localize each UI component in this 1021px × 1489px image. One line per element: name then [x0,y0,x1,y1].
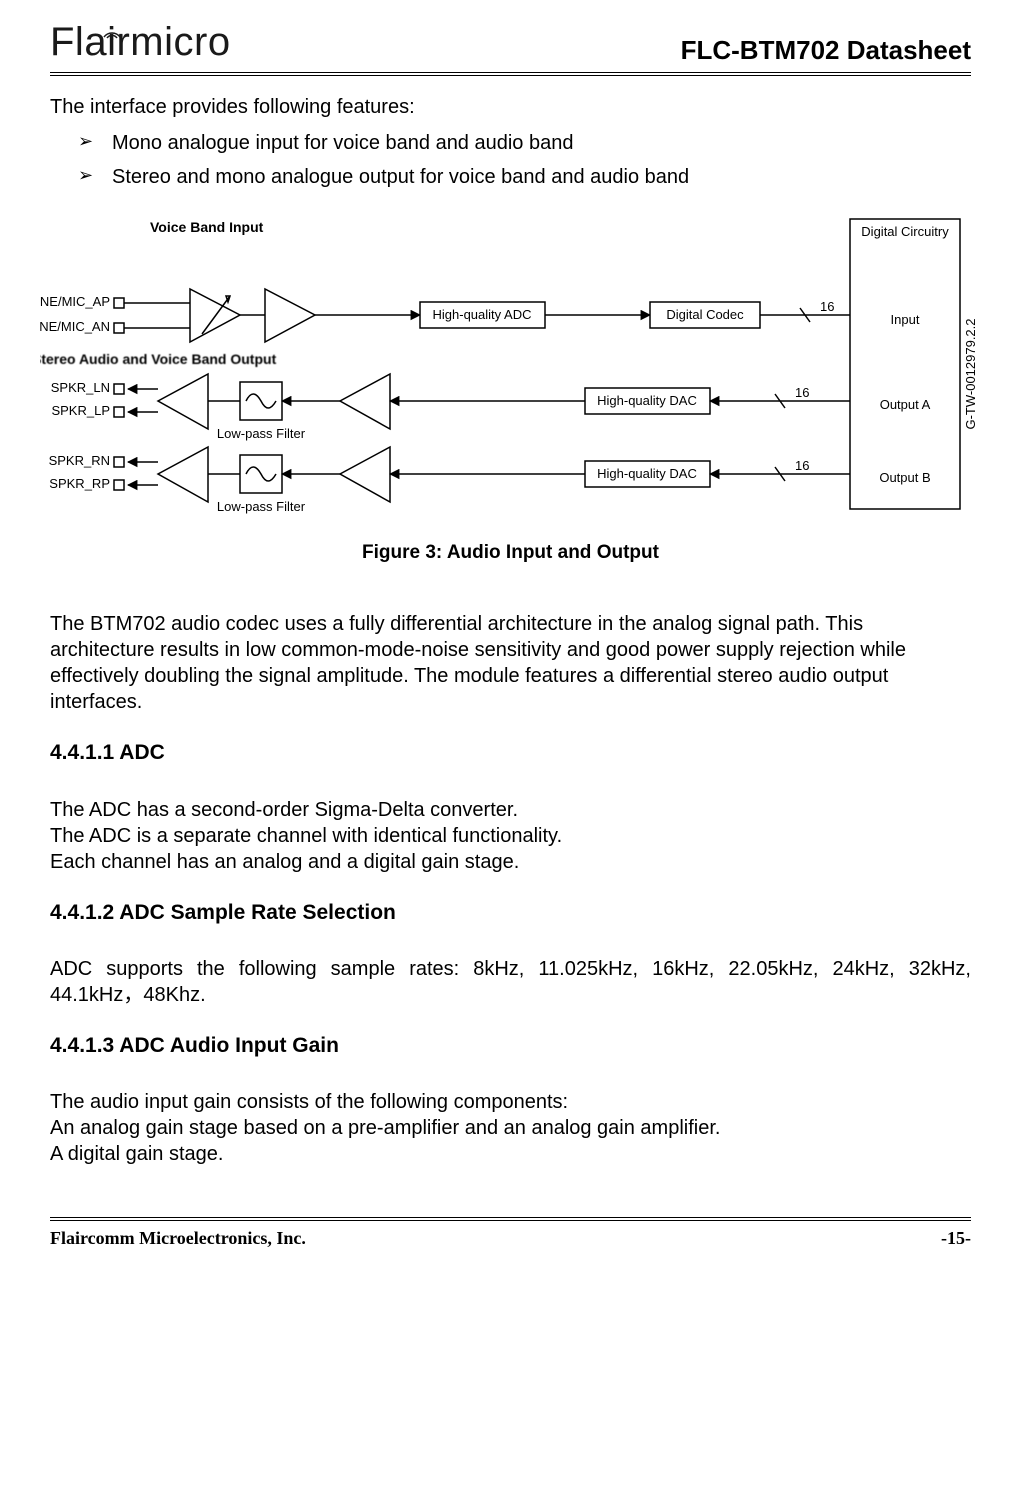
output-section-title: Stereo Audio and Voice Band Output [40,351,277,367]
svg-text:SPKR_LP: SPKR_LP [51,403,110,418]
heading-adc: 4.4.1.1 ADC [50,739,971,766]
svg-text:Input: Input [891,312,920,327]
footer-page: -15- [941,1227,971,1250]
svg-text:High-quality DAC: High-quality DAC [597,393,697,408]
architecture-paragraph: The BTM702 audio codec uses a fully diff… [50,611,971,715]
svg-text:Output A: Output A [880,397,931,412]
svg-text:High-quality DAC: High-quality DAC [597,466,697,481]
svg-text:Output B: Output B [879,470,930,485]
heading-input-gain: 4.4.1.3 ADC Audio Input Gain [50,1032,971,1059]
svg-text:16: 16 [795,458,809,473]
intro-text: The interface provides following feature… [50,94,971,120]
input-gain-paragraph: The audio input gain consists of the fol… [50,1089,971,1167]
svg-text:SPKR_RN: SPKR_RN [49,453,110,468]
adc-paragraph: The ADC has a second-order Sigma-Delta c… [50,797,971,875]
svg-text:LINE/MIC_AN: LINE/MIC_AN [40,319,110,334]
header-rule [50,72,971,76]
svg-text:16: 16 [795,385,809,400]
svg-text:SPKR_RP: SPKR_RP [49,476,110,491]
company-logo: Flai rmicro [50,16,231,68]
footer-rule [50,1217,971,1221]
svg-text:LINE/MIC_AP: LINE/MIC_AP [40,294,110,309]
digital-circuitry-label: Digital Circuitry [861,224,949,239]
svg-text:16: 16 [820,299,834,314]
block-diagram: Digital Circuitry Input Output A Output … [40,208,981,531]
svg-text:SPKR_LN: SPKR_LN [51,380,110,395]
svg-text:High-quality ADC: High-quality ADC [433,307,532,322]
sample-rate-paragraph: ADC supports the following sample rates:… [50,956,971,1008]
heading-sample-rate: 4.4.1.2 ADC Sample Rate Selection [50,899,971,926]
voice-band-input-title: Voice Band Input [150,219,264,235]
feature-item: Stereo and mono analogue output for voic… [78,164,971,190]
feature-item: Mono analogue input for voice band and a… [78,130,971,156]
svg-text:Low-pass Filter: Low-pass Filter [217,499,306,514]
feature-list: Mono analogue input for voice band and a… [78,130,971,190]
svg-text:Low-pass Filter: Low-pass Filter [217,426,306,441]
figure-caption: Figure 3: Audio Input and Output [50,541,971,566]
footer-company: Flaircomm Microelectronics, Inc. [50,1227,306,1250]
document-title: FLC-BTM702 Datasheet [681,34,971,68]
diagram-ref: G-TW-0012979.2.2 [963,318,978,429]
logo-wifi-icon [102,25,122,41]
svg-text:Digital Codec: Digital Codec [666,307,744,322]
